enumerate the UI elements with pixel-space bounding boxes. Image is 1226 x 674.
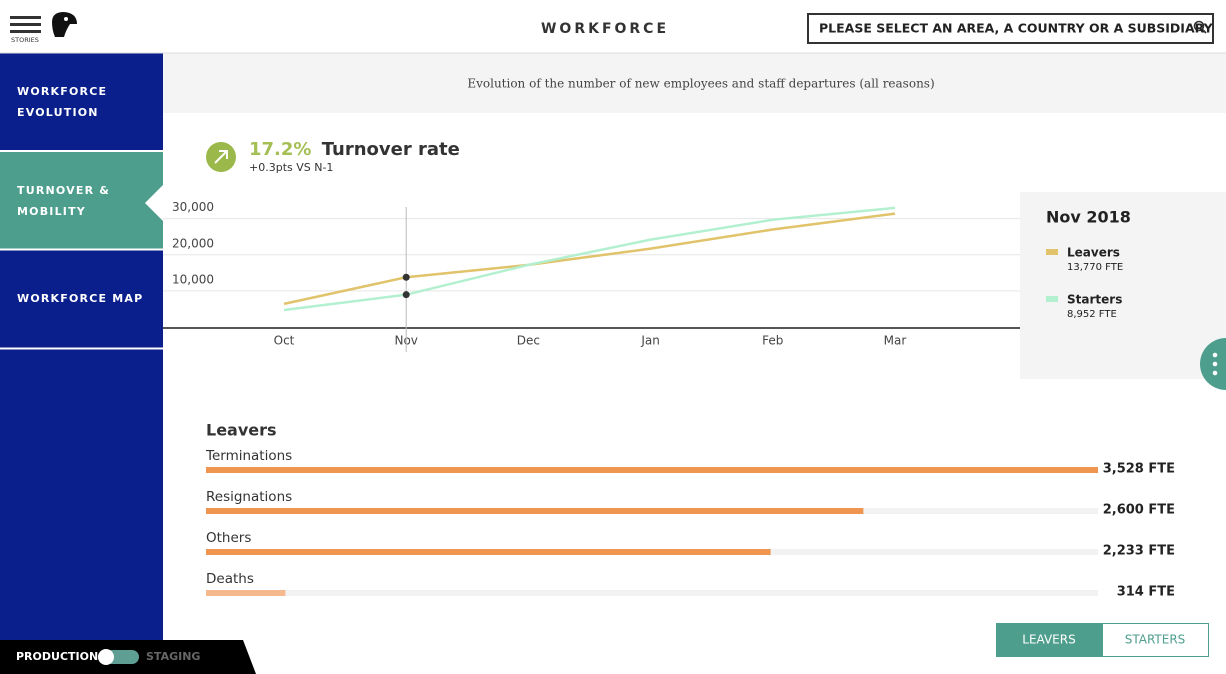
nav-item-active[interactable]: TURNOVER & MOBILITY xyxy=(17,183,111,218)
menu-label: STORIES xyxy=(11,36,39,44)
legend-swatch xyxy=(1046,249,1058,255)
tooltip-panel xyxy=(1020,192,1226,379)
bar xyxy=(206,549,771,555)
kpi-value: 17.2% xyxy=(249,139,312,160)
search-placeholder: PLEASE SELECT AN AREA, A COUNTRY OR A SU… xyxy=(819,21,1214,36)
bar-label: Resignations xyxy=(206,489,292,505)
legend-swatch xyxy=(1046,296,1058,302)
subtitle: Evolution of the number of new employees… xyxy=(467,77,934,91)
hover-dot xyxy=(402,273,410,281)
page-title: WORKFORCE xyxy=(541,21,669,37)
env-label: STAGING xyxy=(146,650,200,663)
kpi-label: Turnover rate xyxy=(321,139,460,160)
more-dot xyxy=(1212,370,1218,376)
legend-name: Leavers xyxy=(1067,246,1120,260)
bar-value-label: 2,600 FTE xyxy=(1103,503,1175,518)
y-tick-label: 20,000 xyxy=(172,236,214,250)
bar xyxy=(206,467,1098,473)
bar-label: Others xyxy=(206,530,251,546)
bar-value-label: 2,233 FTE xyxy=(1103,544,1175,559)
tooltip-value: 8,952 FTE xyxy=(1067,309,1117,320)
bar xyxy=(206,590,286,596)
bar-label: Deaths xyxy=(206,571,254,587)
kpi-delta: +0.3pts VS N-1 xyxy=(249,161,334,174)
nav-item[interactable]: WORKFORCE EVOLUTION xyxy=(17,84,108,119)
tab-label[interactable]: LEAVERS xyxy=(1022,633,1075,647)
bar-value-label: 3,528 FTE xyxy=(1103,462,1175,477)
toggle-knob xyxy=(98,649,114,665)
menu-bar xyxy=(10,16,41,19)
y-tick-label: 30,000 xyxy=(172,200,214,214)
x-tick-label: Jan xyxy=(640,334,660,348)
legend-name: Starters xyxy=(1067,293,1122,307)
hover-dot xyxy=(402,291,410,299)
series-line xyxy=(283,212,896,306)
x-tick-label: Dec xyxy=(517,334,540,348)
active-notch xyxy=(145,185,163,221)
series-line xyxy=(283,206,896,312)
more-dot xyxy=(1212,352,1218,358)
bar-label: Terminations xyxy=(205,448,292,464)
x-tick-label: Feb xyxy=(762,334,783,348)
nav-item[interactable]: WORKFORCE MAP xyxy=(17,292,144,305)
x-tick-label: Mar xyxy=(884,334,907,348)
y-tick-label: 10,000 xyxy=(172,272,214,286)
x-tick-label: Oct xyxy=(274,334,295,348)
tab[interactable] xyxy=(1102,623,1209,657)
bar-track xyxy=(206,590,1098,596)
bar xyxy=(206,508,864,514)
tab-label[interactable]: STARTERS xyxy=(1125,633,1186,647)
logo xyxy=(52,12,77,37)
tooltip-value: 13,770 FTE xyxy=(1067,262,1123,273)
active-item-bg xyxy=(0,152,163,249)
env-label: PRODUCTION xyxy=(16,650,98,663)
more-dot xyxy=(1212,361,1218,367)
bar-chart-title: Leavers xyxy=(206,421,277,440)
menu-bar xyxy=(10,30,41,33)
tab-active[interactable] xyxy=(996,623,1102,657)
kpi-arrow xyxy=(214,150,228,164)
search-icon-handle xyxy=(1201,28,1207,34)
menu-icon[interactable] xyxy=(10,16,41,33)
search-box[interactable] xyxy=(807,13,1214,44)
search-icon xyxy=(1193,20,1205,32)
logo-eye xyxy=(64,17,68,21)
kpi: 17.2% Turnover rate xyxy=(249,139,460,160)
subtitle-band xyxy=(163,53,1226,113)
menu-bar xyxy=(10,23,41,26)
bar-value-label: 314 FTE xyxy=(1117,585,1175,600)
tooltip-title: Nov 2018 xyxy=(1046,208,1131,227)
